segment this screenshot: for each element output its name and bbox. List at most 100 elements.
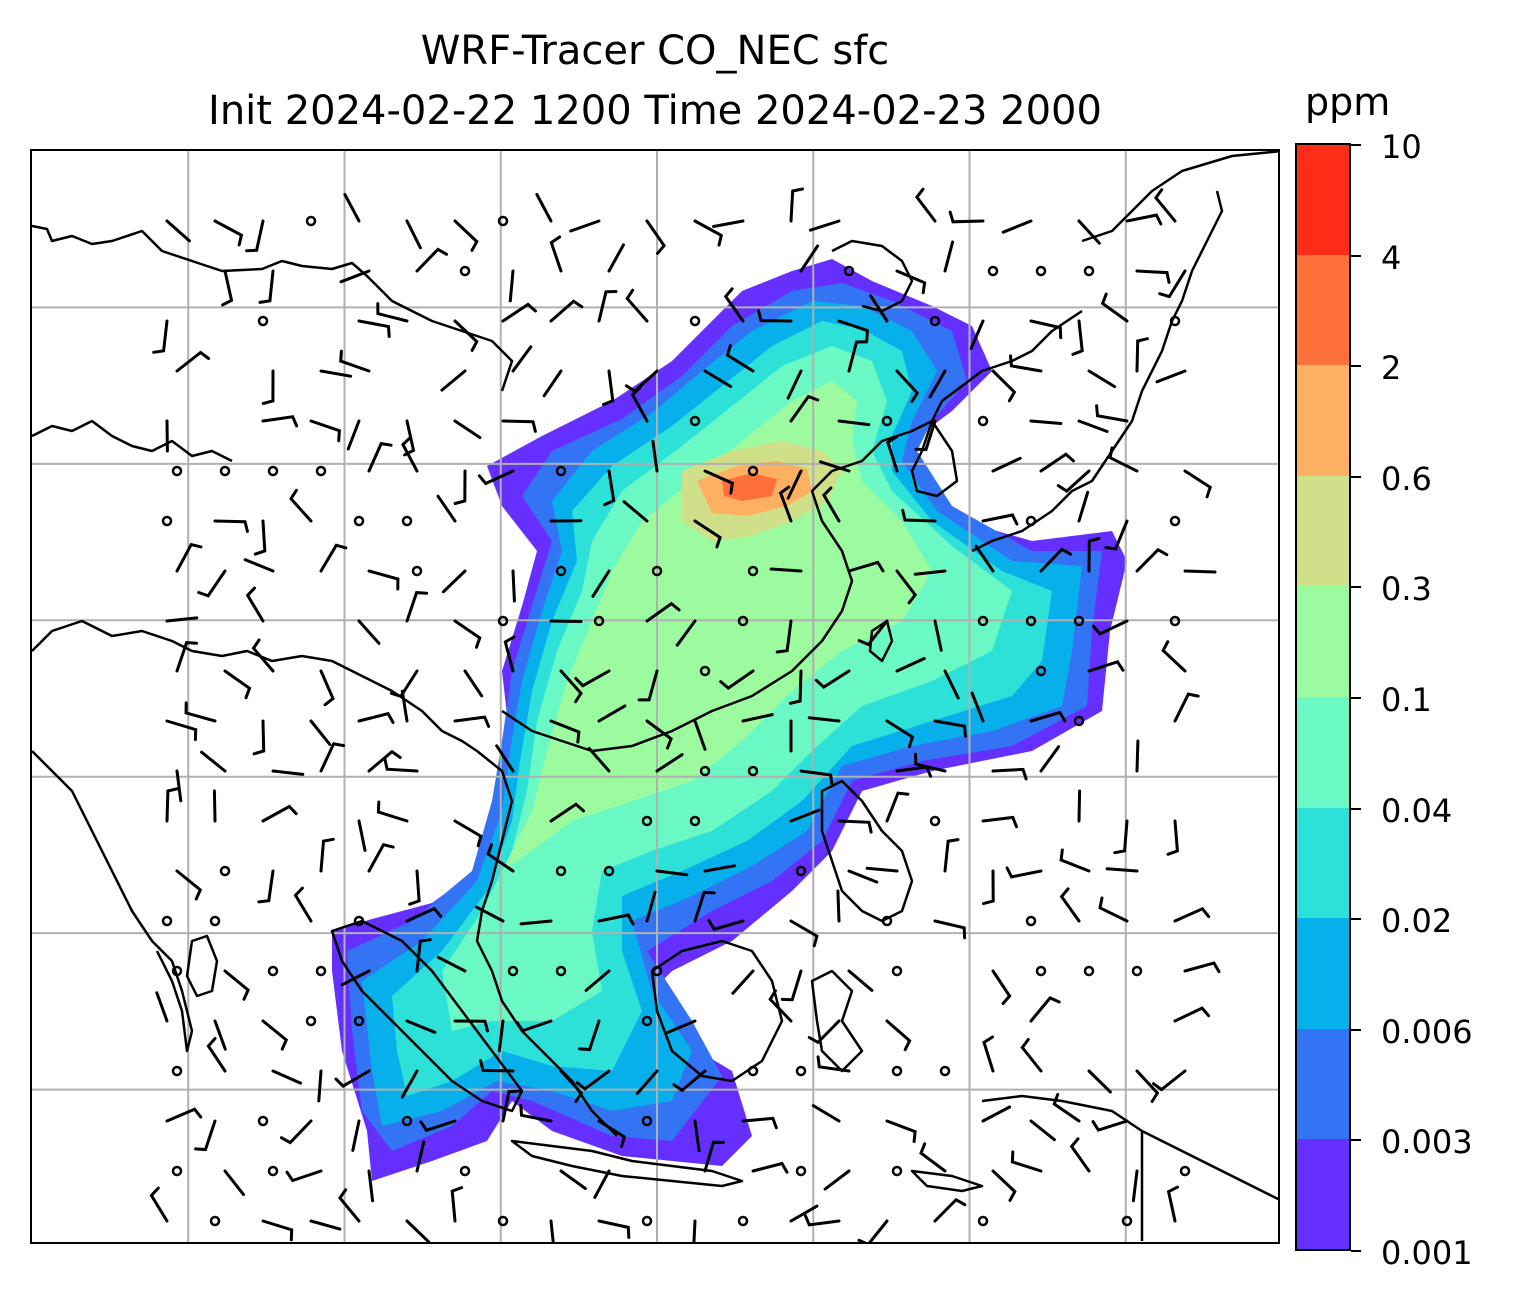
wind-barb <box>703 1140 725 1173</box>
wind-barb <box>597 1119 627 1148</box>
colorbar-tick <box>1351 254 1361 257</box>
wind-barb <box>1155 369 1187 384</box>
wind-barb <box>319 543 348 573</box>
wind-barb <box>885 1119 917 1143</box>
wind-barb <box>508 269 515 303</box>
wind-barb <box>1183 469 1212 499</box>
colorbar-tick-label: 0.04 <box>1381 791 1453 830</box>
wind-barb <box>991 969 1012 1005</box>
wind-barb <box>1029 419 1063 425</box>
wind-barb <box>981 513 1019 526</box>
wind-barb <box>574 669 611 688</box>
wind-barb <box>1135 739 1140 773</box>
wind-barb <box>245 586 265 623</box>
wind-barb <box>665 1019 697 1035</box>
wind-barb <box>474 905 505 923</box>
wind-barb <box>223 1169 245 1197</box>
wind-barb <box>847 560 885 573</box>
calm-wind-circle <box>353 1015 365 1027</box>
wind-barb <box>675 619 697 647</box>
wind-barb <box>261 804 298 823</box>
wind-barb <box>808 219 841 232</box>
wind-barb <box>719 669 755 690</box>
wind-barb <box>593 1169 611 1199</box>
wind-barb <box>261 369 275 405</box>
wind-barb <box>197 569 227 598</box>
wind-barb <box>789 808 821 823</box>
wind-barb <box>497 1019 505 1053</box>
wind-barb <box>811 1104 841 1123</box>
colorbar-tick <box>1351 586 1361 589</box>
wind-barb <box>279 1119 313 1145</box>
wind-barb <box>919 1142 947 1173</box>
wind-barb <box>974 544 995 573</box>
wind-barb <box>175 641 198 673</box>
wind-barb <box>1091 1119 1129 1132</box>
wind-barb <box>1077 789 1082 823</box>
wind-barb <box>625 288 649 323</box>
wind-barb <box>789 1204 819 1223</box>
wind-barb <box>885 1019 912 1052</box>
wind-barb <box>981 1105 1012 1123</box>
wind-barb <box>1029 1119 1056 1142</box>
wind-barb <box>630 386 649 423</box>
wind-barb <box>816 1055 851 1073</box>
wind-barb <box>775 619 793 654</box>
colorbar-tick <box>1351 365 1361 368</box>
wind-barb <box>847 969 874 992</box>
wind-barb <box>184 701 217 723</box>
wind-barb <box>221 269 234 307</box>
wind-barb <box>1087 369 1117 389</box>
wind-barb <box>914 752 947 773</box>
wind-barb <box>486 843 515 873</box>
wind-barb <box>1098 896 1129 923</box>
calm-wind-circle <box>641 1215 653 1227</box>
wind-barb <box>1059 848 1091 873</box>
calm-wind-markers <box>161 215 1191 1227</box>
wind-barb <box>693 1119 701 1153</box>
calm-wind-circle <box>795 1065 807 1077</box>
wind-barb <box>885 791 910 823</box>
chart-title-line-1: WRF-Tracer CO_NEC sfc <box>420 28 890 74</box>
wind-barb <box>309 1219 342 1231</box>
calm-wind-circle <box>161 915 173 927</box>
wind-barb <box>731 969 755 995</box>
wind-barb <box>1105 867 1139 873</box>
wind-barb <box>991 456 1022 473</box>
calm-wind-circle <box>939 1065 951 1077</box>
wind-barb <box>1095 404 1129 423</box>
wind-barb <box>1100 292 1129 323</box>
wind-barb <box>251 638 275 673</box>
wind-barb <box>982 1035 995 1073</box>
wind-barb <box>285 1169 323 1183</box>
wind-barb <box>837 819 873 834</box>
wind-barb <box>495 744 515 773</box>
wind-barb <box>271 1069 302 1085</box>
wind-barb <box>757 309 793 323</box>
calm-wind-circle <box>891 1065 903 1077</box>
coastline-japan <box>971 190 1224 553</box>
wind-barb <box>603 469 616 507</box>
wind-barb <box>450 1186 464 1223</box>
calm-wind-circle <box>459 1165 471 1177</box>
calm-wind-circle <box>171 965 183 977</box>
calm-wind-circle <box>747 1065 759 1077</box>
wind-barb <box>261 1019 289 1051</box>
wind-barb <box>351 1119 361 1152</box>
wind-barb <box>789 919 819 948</box>
calm-wind-circle <box>171 465 183 477</box>
calm-wind-circle <box>209 915 221 927</box>
wind-barb <box>339 269 371 284</box>
calm-wind-circle <box>1025 915 1037 927</box>
calm-wind-circle <box>699 665 711 677</box>
wind-barb <box>1183 961 1221 974</box>
wind-barb <box>635 1069 659 1096</box>
wind-barb <box>194 1119 217 1152</box>
wind-barb <box>970 691 985 723</box>
calm-wind-circle <box>497 615 509 627</box>
wind-barb <box>357 711 395 724</box>
wind-barb <box>1091 619 1129 636</box>
wind-barb <box>477 469 515 486</box>
wind-barb <box>741 1116 778 1130</box>
wind-barb <box>982 869 995 906</box>
